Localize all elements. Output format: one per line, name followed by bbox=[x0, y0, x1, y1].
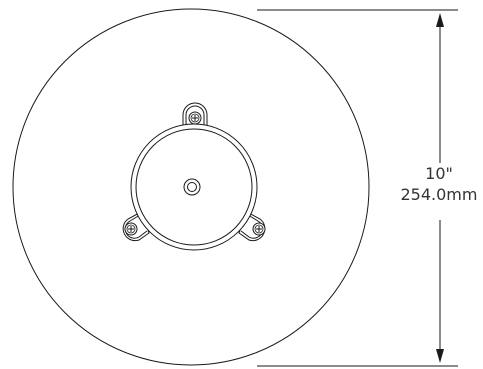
screw-top-icon bbox=[188, 111, 202, 125]
hub-inner bbox=[135, 128, 253, 246]
dimension-imperial: 10" bbox=[425, 164, 453, 183]
dimension-metric: 254.0mm bbox=[400, 185, 478, 204]
arrow-down-icon bbox=[436, 349, 444, 363]
center-hole-inner bbox=[187, 182, 197, 192]
screw-left-icon bbox=[124, 222, 138, 236]
center-hole-outer bbox=[183, 178, 201, 196]
arrow-up-icon bbox=[436, 13, 444, 27]
outer-disc bbox=[12, 8, 370, 366]
screw-right-icon bbox=[252, 222, 266, 236]
